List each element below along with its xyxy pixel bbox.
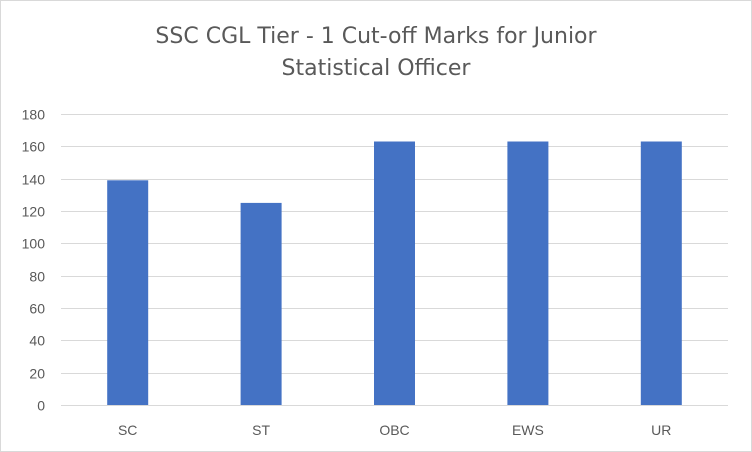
x-axis-tick-labels: SC ST OBC EWS UR: [118, 422, 671, 438]
chart-title-line-2: Statistical Officer: [281, 56, 471, 81]
bar-st: [240, 202, 282, 405]
chart-title-line-1: SSC CGL Tier - 1 Cut-off Marks for Junio…: [155, 24, 597, 49]
y-tick-label: 180: [22, 107, 46, 123]
y-tick-label: 160: [22, 139, 46, 155]
bar-sc: [107, 180, 149, 405]
x-tick-label-ews: EWS: [512, 422, 544, 438]
y-tick-label: 20: [29, 366, 45, 382]
bar-ews: [507, 141, 549, 405]
bar-obc: [374, 141, 415, 405]
bars: [107, 141, 682, 405]
y-tick-label: 100: [22, 236, 46, 252]
y-tick-label: 40: [29, 333, 45, 349]
chart-title: SSC CGL Tier - 1 Cut-off Marks for Junio…: [1, 21, 751, 85]
bar-ur: [640, 141, 682, 405]
y-tick-label: 140: [22, 172, 46, 188]
x-tick-label-sc: SC: [118, 422, 137, 438]
y-tick-label: 0: [37, 398, 45, 414]
y-tick-label: 80: [29, 269, 45, 285]
x-tick-label-ur: UR: [651, 422, 671, 438]
y-tick-label: 60: [29, 301, 45, 317]
x-tick-label-st: ST: [252, 422, 270, 438]
x-tick-label-obc: OBC: [379, 422, 409, 438]
y-tick-label: 120: [22, 204, 46, 220]
y-axis-tick-labels: 0 20 40 60 80 100 120 140 160 180: [22, 107, 46, 414]
